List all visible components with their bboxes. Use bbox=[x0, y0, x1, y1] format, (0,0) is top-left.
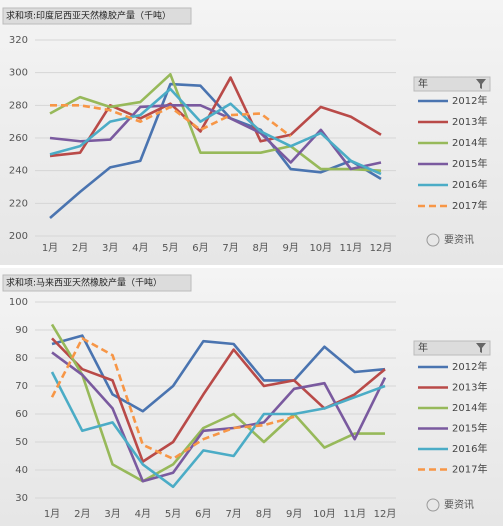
y-tick-label: 100 bbox=[9, 297, 28, 308]
legend-label: 2015年 bbox=[452, 157, 487, 170]
x-tick-label: 11月 bbox=[343, 508, 366, 520]
y-tick-label: 220 bbox=[9, 198, 28, 209]
x-tick-label: 4月 bbox=[132, 242, 148, 254]
legend-label: 2013年 bbox=[452, 115, 487, 128]
series-line bbox=[50, 337, 295, 461]
legend-label: 2014年 bbox=[452, 401, 487, 414]
filter-icon bbox=[476, 343, 486, 353]
x-tick-label: 2月 bbox=[74, 508, 90, 520]
y-tick-label: 240 bbox=[9, 166, 28, 177]
legend-label: 2013年 bbox=[452, 381, 487, 394]
legend-title: 年 bbox=[418, 341, 428, 354]
y-tick-label: 90 bbox=[15, 325, 28, 336]
x-tick-label: 3月 bbox=[104, 508, 120, 520]
y-tick-label: 80 bbox=[15, 353, 28, 364]
x-tick-label: 12月 bbox=[374, 508, 397, 520]
x-tick-label: 9月 bbox=[283, 242, 299, 254]
legend-label: 2012年 bbox=[452, 360, 487, 373]
x-tick-label: 10月 bbox=[309, 242, 332, 254]
panel bbox=[0, 0, 503, 265]
legend-label: 2014年 bbox=[452, 136, 487, 149]
legend-title: 年 bbox=[418, 77, 428, 90]
series-line bbox=[50, 104, 292, 138]
x-tick-label: 4月 bbox=[135, 508, 151, 520]
legend-label: 2015年 bbox=[452, 422, 487, 435]
watermark: 要资讯 bbox=[444, 234, 474, 246]
x-tick-label: 10月 bbox=[313, 508, 336, 520]
y-tick-label: 30 bbox=[15, 493, 28, 504]
filter-icon bbox=[476, 79, 486, 89]
x-tick-label: 7月 bbox=[222, 242, 238, 254]
series-line bbox=[49, 87, 382, 176]
x-tick-label: 1月 bbox=[44, 508, 60, 520]
watermark: 要资讯 bbox=[444, 499, 474, 511]
watermark-icon bbox=[426, 233, 440, 247]
title-button bbox=[2, 274, 192, 292]
y-tick-label: 70 bbox=[15, 381, 28, 392]
y-tick-label: 40 bbox=[15, 465, 28, 476]
x-tick-label: 3月 bbox=[102, 242, 118, 254]
legend-label: 2012年 bbox=[452, 94, 487, 107]
y-tick-label: 320 bbox=[9, 35, 28, 46]
x-tick-label: 5月 bbox=[162, 242, 178, 254]
series-line bbox=[50, 323, 385, 483]
x-tick-label: 5月 bbox=[165, 508, 181, 520]
x-tick-label: 12月 bbox=[370, 242, 393, 254]
y-tick-label: 50 bbox=[15, 437, 28, 448]
series-line bbox=[49, 73, 382, 172]
series-line bbox=[51, 351, 387, 483]
y-tick-label: 60 bbox=[15, 409, 28, 420]
series-line bbox=[51, 334, 386, 413]
x-tick-label: 8月 bbox=[256, 508, 272, 520]
x-tick-label: 1月 bbox=[42, 242, 58, 254]
panel bbox=[0, 268, 503, 526]
legend-label: 2017年 bbox=[452, 199, 487, 212]
y-tick-label: 300 bbox=[9, 68, 28, 79]
legend-label: 2016年 bbox=[452, 442, 487, 455]
legend-label: 2017年 bbox=[452, 463, 487, 476]
chart-title: 求和项:印度尼西亚天然橡胶产量（千吨） bbox=[6, 10, 171, 22]
title-button bbox=[2, 7, 192, 25]
watermark-icon bbox=[426, 498, 440, 512]
legend-header bbox=[413, 76, 491, 92]
legend-header bbox=[413, 340, 491, 356]
x-tick-label: 7月 bbox=[225, 508, 241, 520]
chart-title: 求和项:马来西亚天然橡胶产量（千吨） bbox=[6, 277, 162, 289]
x-tick-label: 11月 bbox=[340, 242, 363, 254]
x-tick-label: 6月 bbox=[195, 508, 211, 520]
series-line bbox=[49, 76, 382, 158]
legend-label: 2016年 bbox=[452, 178, 487, 191]
y-tick-label: 280 bbox=[9, 100, 28, 111]
x-tick-label: 6月 bbox=[192, 242, 208, 254]
y-tick-label: 260 bbox=[9, 133, 28, 144]
y-tick-label: 200 bbox=[9, 231, 28, 242]
series-line bbox=[50, 371, 386, 489]
x-tick-label: 2月 bbox=[72, 242, 88, 254]
x-tick-label: 8月 bbox=[252, 242, 268, 254]
x-tick-label: 9月 bbox=[286, 508, 302, 520]
